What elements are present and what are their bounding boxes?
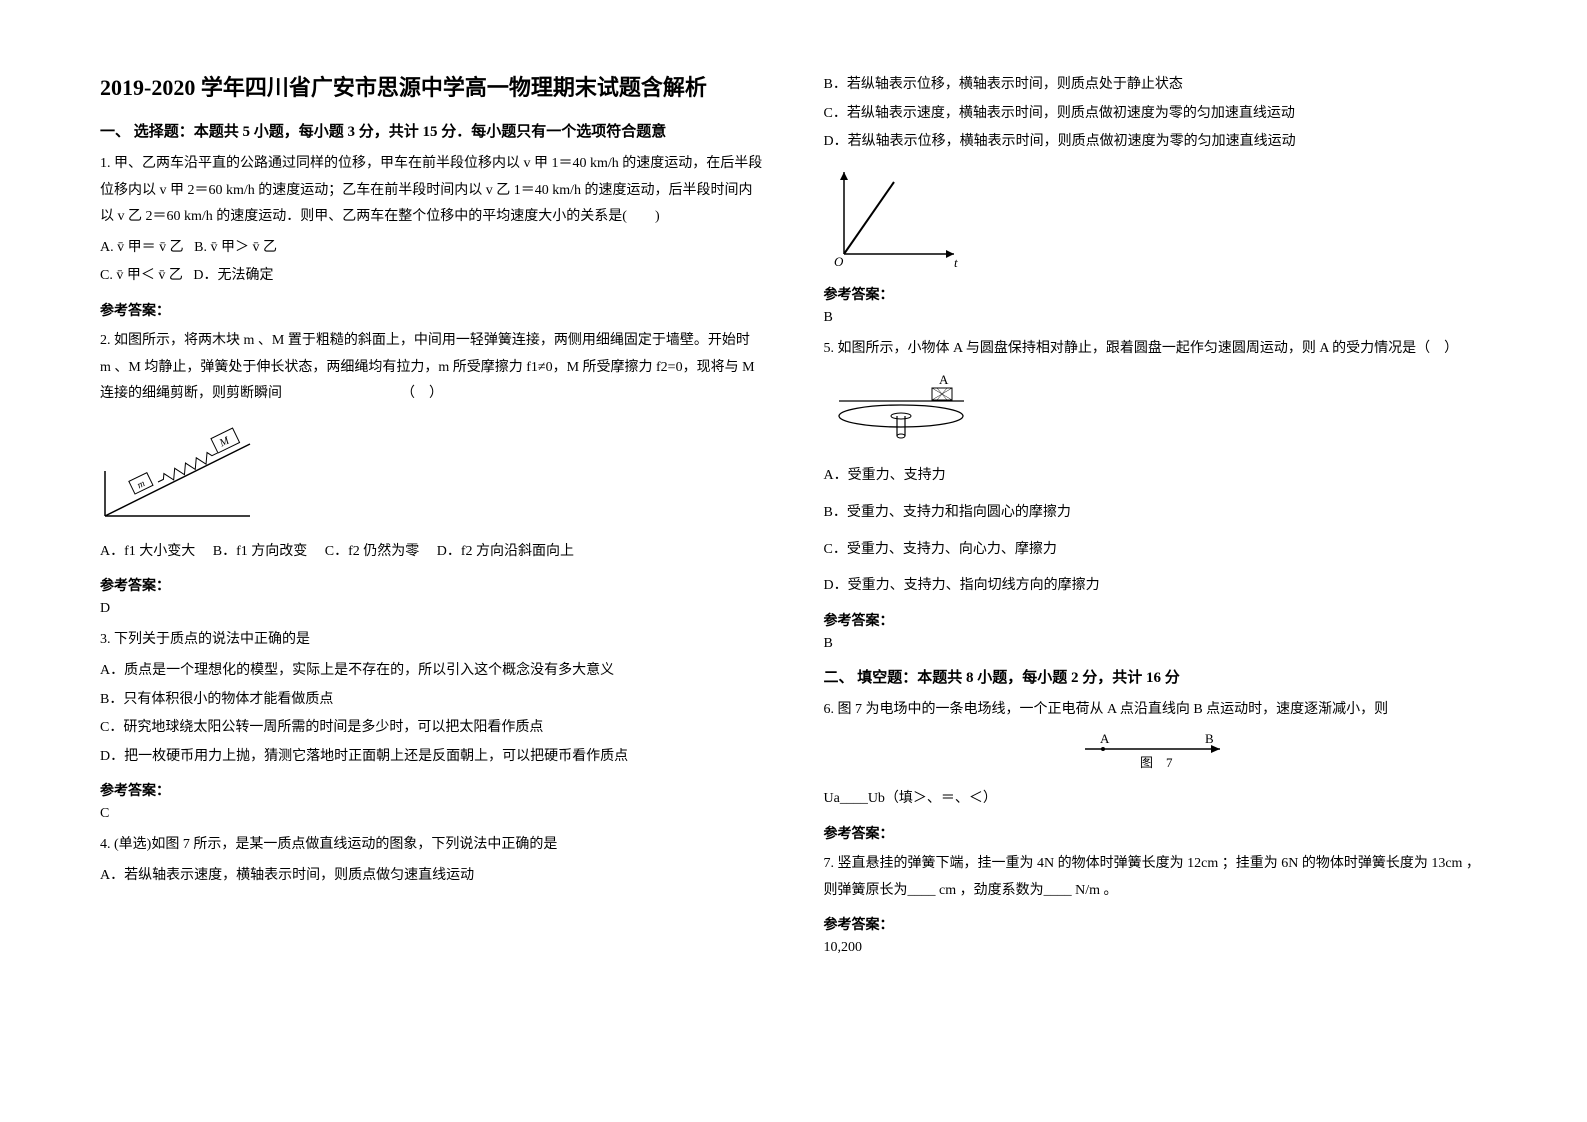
- incline-spring-icon: m M: [100, 416, 280, 526]
- q6-node-b: B: [1205, 731, 1214, 746]
- q4-opt-a: A．若纵轴表示速度，横轴表示时间，则质点做匀速直线运动: [100, 863, 764, 890]
- q6-fig-label: 图 7: [1140, 755, 1173, 770]
- q3-opt-d: D．把一枚硬币用力上抛，猜测它落地时正面朝上还是反面朝上，可以把硬币看作质点: [100, 744, 764, 771]
- page-title: 2019-2020 学年四川省广安市思源中学高一物理期末试题含解析: [100, 70, 764, 102]
- q2-opts: A．f1 大小变大 B．f1 方向改变 C．f2 仍然为零 D．f2 方向沿斜面…: [100, 539, 764, 566]
- q2-opt-a: A．f1 大小变大: [100, 544, 195, 559]
- q1-opts-row2: C. v̄ 甲＜ v̄ 乙 D．无法确定: [100, 263, 764, 290]
- q5-opt-c: C．受重力、支持力、向心力、摩擦力: [824, 537, 1488, 564]
- section-1-heading: 一、 选择题：本题共 5 小题，每小题 3 分，共计 15 分．每小题只有一个选…: [100, 120, 764, 141]
- q5-stem: 5. 如图所示，小物体 A 与圆盘保持相对静止，跟着圆盘一起作匀速圆周运动，则 …: [824, 336, 1488, 363]
- q2-answer-label: 参考答案：: [100, 575, 764, 595]
- q6-stem: 6. 图 7 为电场中的一条电场线，一个正电荷从 A 点沿直线向 B 点运动时，…: [824, 697, 1488, 724]
- q3-stem: 3. 下列关于质点的说法中正确的是: [100, 627, 764, 654]
- q2-figure: m M: [100, 416, 764, 531]
- q4-figure: O t: [824, 164, 1488, 274]
- q4-answer-label: 参考答案：: [824, 284, 1488, 304]
- disc-block-icon: A: [824, 370, 994, 450]
- q5-opt-d: D．受重力、支持力、指向切线方向的摩擦力: [824, 573, 1488, 600]
- q1-opt-a: A. v̄ 甲＝ v̄ 乙: [100, 240, 184, 255]
- q5-figure: A: [824, 370, 1488, 455]
- q1-opt-b: B. v̄ 甲＞ v̄ 乙: [194, 240, 277, 255]
- q1-opts-row1: A. v̄ 甲＝ v̄ 乙 B. v̄ 甲＞ v̄ 乙: [100, 235, 764, 262]
- q3-answer-value: C: [100, 806, 764, 822]
- q4-opt-b: B．若纵轴表示位移，横轴表示时间，则质点处于静止状态: [824, 72, 1488, 99]
- q6-node-a: A: [1100, 731, 1110, 746]
- x-axis-label: t: [954, 255, 958, 269]
- q2-stem: 2. 如图所示，将两木块 m 、M 置于粗糙的斜面上，中间用一轻弹簧连接，两侧用…: [100, 328, 764, 408]
- q3-opt-a: A．质点是一个理想化的模型，实际上是不存在的，所以引入这个概念没有多大意义: [100, 658, 764, 685]
- q7-stem: 7. 竖直悬挂的弹簧下端，挂一重为 4N 的物体时弹簧长度为 12cm ；挂重为…: [824, 851, 1488, 904]
- q3-opt-c: C．研究地球绕太阳公转一周所需的时间是多少时，可以把太阳看作质点: [100, 715, 764, 742]
- q7-answer-value: 10,200: [824, 940, 1488, 956]
- q7-answer-label: 参考答案：: [824, 914, 1488, 934]
- q5-opt-a: A．受重力、支持力: [824, 463, 1488, 490]
- field-line-icon: A B 图 7: [1055, 731, 1255, 773]
- left-column: 2019-2020 学年四川省广安市思源中学高一物理期末试题含解析 一、 选择题…: [100, 70, 764, 966]
- q5-opt-b: B．受重力、支持力和指向圆心的摩擦力: [824, 500, 1488, 527]
- right-column: B．若纵轴表示位移，横轴表示时间，则质点处于静止状态 C．若纵轴表示速度，横轴表…: [824, 70, 1488, 966]
- q6-answer-label: 参考答案：: [824, 823, 1488, 843]
- q5-answer-value: B: [824, 636, 1488, 652]
- q3-opt-b: B．只有体积很小的物体才能看做质点: [100, 687, 764, 714]
- q4-stem: 4. (单选)如图 7 所示，是某一质点做直线运动的图象，下列说法中正确的是: [100, 832, 764, 859]
- q2-opt-c: C．f2 仍然为零: [325, 544, 420, 559]
- q5-answer-label: 参考答案：: [824, 610, 1488, 630]
- q2-opt-d: D．f2 方向沿斜面向上: [437, 544, 574, 559]
- q4-opt-c: C．若纵轴表示速度，横轴表示时间，则质点做初速度为零的匀加速直线运动: [824, 101, 1488, 128]
- q3-answer-label: 参考答案：: [100, 780, 764, 800]
- q1-opt-c: C. v̄ 甲＜ v̄ 乙: [100, 268, 183, 283]
- q5-label-a: A: [939, 372, 949, 387]
- q4-answer-value: B: [824, 310, 1488, 326]
- origin-label: O: [834, 254, 844, 269]
- q2-answer-value: D: [100, 601, 764, 617]
- q2-opt-b: B．f1 方向改变: [213, 544, 308, 559]
- q1-opt-d: D．无法确定: [193, 268, 273, 283]
- q1-stem: 1. 甲、乙两车沿平直的公路通过同样的位移，甲车在前半段位移内以 v 甲 1＝4…: [100, 151, 764, 231]
- q6-figure: A B 图 7: [824, 731, 1488, 778]
- section-2-heading: 二、 填空题：本题共 8 小题，每小题 2 分，共计 16 分: [824, 666, 1488, 687]
- linear-graph-icon: O t: [824, 164, 974, 269]
- q4-opt-d: D．若纵轴表示位移，横轴表示时间，则质点做初速度为零的匀加速直线运动: [824, 129, 1488, 156]
- q6-stem2: Ua____Ub（填＞、＝、＜）: [824, 786, 1488, 813]
- q1-answer-label: 参考答案：: [100, 300, 764, 320]
